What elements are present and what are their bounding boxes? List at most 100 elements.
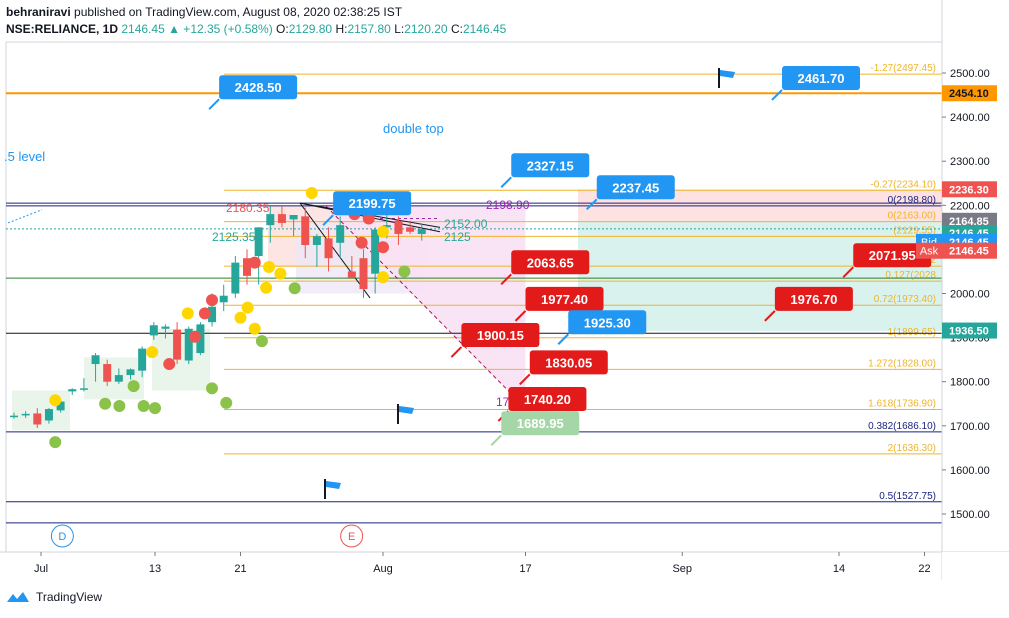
price-tag-box xyxy=(942,85,997,102)
price-callout[interactable]: 1740.20 xyxy=(497,386,587,422)
indicator-dot xyxy=(206,294,218,307)
indicator-dot xyxy=(248,322,261,335)
price-tag[interactable]: 2164.85 xyxy=(942,212,997,229)
candle-body xyxy=(91,355,100,365)
candle-body xyxy=(289,215,298,220)
callout-box[interactable] xyxy=(501,411,580,436)
price-tag-label: 2164.85 xyxy=(949,216,989,228)
price-change: ▲ +12.35 (+0.58%) xyxy=(168,22,273,36)
time-axis[interactable]: Jul 13 21 Aug 17 Sep 14 22 xyxy=(0,551,1009,580)
event-marker[interactable]: D xyxy=(50,524,74,548)
callout-box[interactable] xyxy=(511,153,590,178)
price-callout[interactable]: 2461.70 xyxy=(771,65,860,101)
callout-box[interactable] xyxy=(333,191,412,216)
price-tag[interactable]: 2454.10 xyxy=(942,85,997,102)
event-marker[interactable]: E xyxy=(340,524,364,548)
time-tick-label: Jul xyxy=(34,563,48,575)
price-callout[interactable]: 2237.45 xyxy=(586,175,675,211)
double-top-label: double top xyxy=(383,121,444,136)
fib-level-label: 0.5(1527.75) xyxy=(879,491,936,502)
price-tick-label: 1800.00 xyxy=(950,377,990,389)
price-callout[interactable]: 2063.65 xyxy=(500,250,590,285)
open-label: O: xyxy=(276,22,289,36)
triangle-line xyxy=(299,202,371,299)
candle-body xyxy=(68,389,77,392)
candle-body xyxy=(382,225,391,228)
candle-body xyxy=(406,227,415,232)
candle-body xyxy=(10,415,18,418)
flag-icon xyxy=(399,406,414,414)
fib-level-label: 1.618(1736.90) xyxy=(868,399,936,410)
candle-body xyxy=(347,271,356,279)
callout-text: 2199.75 xyxy=(349,196,396,211)
callout-box[interactable] xyxy=(219,75,298,100)
indicator-dot xyxy=(220,396,233,409)
callout-text: 1740.20 xyxy=(524,392,571,407)
callout-box[interactable] xyxy=(511,250,590,275)
callout-pointer xyxy=(586,198,598,211)
price-callout[interactable]: 2199.75 xyxy=(322,191,412,226)
callout-box[interactable] xyxy=(529,350,608,375)
price-callout[interactable]: 1689.95 xyxy=(490,411,580,446)
footer-brand[interactable]: TradingView xyxy=(6,590,102,604)
time-tick-label: Sep xyxy=(672,563,692,575)
candle-body xyxy=(312,236,321,245)
price-tag[interactable]: 2236.30 xyxy=(942,181,997,198)
price-callout[interactable]: 2071.95 xyxy=(842,243,932,278)
callout-box[interactable] xyxy=(461,323,540,348)
callout-box[interactable] xyxy=(568,310,647,335)
indicator-dot xyxy=(188,330,201,343)
callout-text: 2461.70 xyxy=(798,71,845,86)
price-callout[interactable]: 2428.50 xyxy=(208,75,298,110)
price-callout[interactable]: 1977.40 xyxy=(514,286,604,322)
price-tick-label: 1600.00 xyxy=(950,465,990,477)
callout-text: 2237.45 xyxy=(612,180,659,195)
indicator-dot xyxy=(149,402,161,415)
fib-level-label: 2(1636.30) xyxy=(888,443,936,454)
indicator-dot xyxy=(263,261,275,274)
callout-box[interactable] xyxy=(774,286,853,311)
price-axis[interactable]: 2500.002400.002300.002200.002100.002000.… xyxy=(916,0,997,580)
callout-text: 1977.40 xyxy=(541,292,588,307)
callout-box[interactable] xyxy=(596,175,675,200)
candle-body xyxy=(254,227,263,257)
callout-text: 2063.65 xyxy=(527,255,574,270)
symbol-name[interactable]: NSE:RELIANCE, 1D xyxy=(6,22,119,36)
flag-icon xyxy=(720,70,735,78)
callout-box[interactable] xyxy=(782,65,860,90)
callout-pointer xyxy=(500,176,512,188)
candle-body xyxy=(138,348,147,371)
callout-text: 2071.95 xyxy=(869,248,916,263)
indicator-dot xyxy=(305,186,318,199)
indicator-dot xyxy=(137,399,150,412)
price-tag[interactable]: Ask 2146.45 xyxy=(916,242,997,259)
indicator-dot xyxy=(288,282,301,295)
price-tick-label: 2300.00 xyxy=(950,156,990,168)
author-name[interactable]: behraniravi xyxy=(6,5,71,19)
price-tick-label: 2400.00 xyxy=(950,112,990,124)
fib-level-label: 1(1899.65) xyxy=(888,327,936,338)
price-tag-prefix: Ask xyxy=(920,246,939,258)
candle-body xyxy=(243,258,251,276)
indicator-dot xyxy=(146,346,159,359)
candle-body xyxy=(417,229,426,234)
high-value: 2157.80 xyxy=(347,22,391,36)
callout-box[interactable] xyxy=(853,243,932,268)
indicator-dot xyxy=(377,271,389,284)
price-callout[interactable]: 1976.70 xyxy=(764,286,853,322)
price-tag[interactable]: 1936.50 xyxy=(942,322,997,339)
published-text: published on TradingView.com, August 08,… xyxy=(74,5,403,19)
price-callout[interactable]: 2327.15 xyxy=(500,153,590,188)
price-tag-box xyxy=(942,181,997,198)
price-callout[interactable]: 1830.05 xyxy=(519,350,608,386)
price-callouts[interactable]: 2428.50 2461.70 2327.15 2237.45 2199.75 2063.… xyxy=(208,65,932,446)
price-tag-box xyxy=(942,212,997,229)
price-callout[interactable]: 1925.30 xyxy=(557,310,647,345)
price-callout[interactable]: 1900.15 xyxy=(450,323,540,358)
fib-level-label: 1.272(1828.00) xyxy=(868,358,936,369)
indicator-dot xyxy=(163,358,176,371)
callout-text: 1900.15 xyxy=(477,328,524,343)
callout-box[interactable] xyxy=(508,386,587,411)
callout-box[interactable] xyxy=(525,286,604,311)
